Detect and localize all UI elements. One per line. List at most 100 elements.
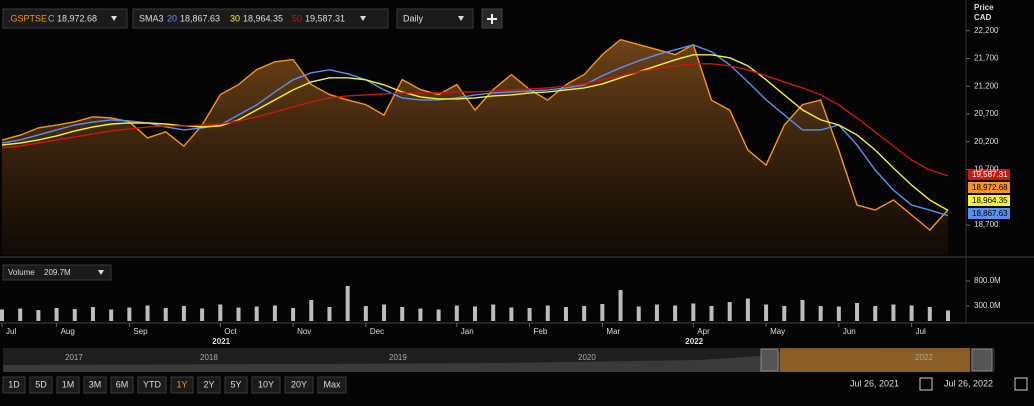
volume-box[interactable] bbox=[2, 264, 112, 281]
indicator-value: 18,867.63 bbox=[180, 13, 220, 23]
dropdown-arrow[interactable] bbox=[111, 16, 117, 21]
last-value: 19,587.31 bbox=[972, 170, 1008, 179]
last-value: 18,867.63 bbox=[972, 209, 1008, 218]
y-tick-label: 300.0M bbox=[974, 301, 1001, 310]
range-button-label: 1Y bbox=[176, 379, 187, 389]
y-tick-label: 22,200 bbox=[974, 26, 999, 35]
volume-bar bbox=[90, 307, 95, 321]
range-button-label: 1M bbox=[62, 379, 75, 389]
last-value: 18,972.68 bbox=[972, 183, 1008, 192]
volume-bar bbox=[673, 305, 678, 321]
x-year-label: 2022 bbox=[685, 337, 703, 346]
date-from: Jul 26, 2021 bbox=[850, 378, 899, 388]
navigator-selection[interactable] bbox=[780, 348, 970, 372]
range-button[interactable] bbox=[197, 376, 221, 394]
y-tick-label: 20,700 bbox=[974, 109, 999, 118]
period: 50 bbox=[292, 13, 302, 23]
navigator-year: 2018 bbox=[200, 353, 218, 362]
volume-bar bbox=[946, 310, 950, 321]
volume-bar bbox=[873, 306, 878, 321]
dropdown-arrow[interactable] bbox=[360, 16, 366, 21]
navigator-handle[interactable] bbox=[971, 348, 993, 372]
volume-bar bbox=[654, 304, 659, 321]
volume-bar bbox=[327, 307, 332, 321]
x-tick-label: Jul bbox=[6, 327, 16, 336]
volume-bar bbox=[764, 304, 769, 321]
volume-bar bbox=[545, 305, 550, 321]
volume-bar bbox=[18, 308, 23, 321]
range-button[interactable] bbox=[251, 376, 281, 394]
range-button[interactable] bbox=[2, 376, 26, 394]
dropdown-arrow[interactable] bbox=[458, 16, 464, 21]
range-button[interactable] bbox=[170, 376, 194, 394]
volume-bar bbox=[0, 309, 4, 321]
volume-bar bbox=[200, 308, 205, 321]
period: 20 bbox=[167, 13, 177, 23]
navigator-handle[interactable] bbox=[760, 348, 779, 372]
volume-bar bbox=[745, 298, 750, 321]
volume-bar bbox=[163, 308, 168, 321]
navigator-year: 2020 bbox=[578, 353, 596, 362]
range-button[interactable] bbox=[56, 376, 80, 394]
x-tick-label: Nov bbox=[297, 327, 311, 336]
y-tick-label: 18,700 bbox=[974, 220, 999, 229]
volume-bar bbox=[600, 304, 605, 321]
price-line bbox=[1, 38, 949, 231]
volume-bar bbox=[109, 309, 114, 321]
navigator-year: 2017 bbox=[65, 353, 83, 362]
volume-bar bbox=[454, 305, 459, 321]
range-button[interactable] bbox=[284, 376, 314, 394]
volume-bar bbox=[800, 300, 805, 321]
interval-box[interactable] bbox=[396, 8, 474, 29]
range-button[interactable] bbox=[29, 376, 53, 394]
volume-bar bbox=[254, 306, 259, 321]
plus-icon bbox=[487, 14, 497, 24]
volume-bar bbox=[272, 305, 277, 321]
volume-bar bbox=[891, 304, 896, 321]
range-button-label: 6M bbox=[116, 379, 129, 389]
volume-bar bbox=[309, 300, 314, 321]
volume-value: 209.7M bbox=[44, 268, 71, 277]
indicator-box[interactable] bbox=[132, 8, 389, 29]
volume-bar bbox=[618, 290, 623, 321]
last-value-box bbox=[968, 195, 1010, 206]
range-button-label: 5D bbox=[35, 379, 47, 389]
volume-bar bbox=[691, 303, 696, 321]
volume-bar bbox=[709, 306, 714, 321]
x-tick-label: Mar bbox=[606, 327, 620, 336]
sma-line bbox=[1, 63, 949, 177]
range-button-label: Max bbox=[323, 379, 341, 389]
calendar-icon[interactable] bbox=[919, 377, 933, 391]
y-tick-label: 21,200 bbox=[974, 81, 999, 90]
range-button[interactable] bbox=[317, 376, 347, 394]
volume-bar bbox=[509, 307, 514, 321]
x-tick-label: Feb bbox=[534, 327, 548, 336]
period: 30 bbox=[230, 13, 240, 23]
range-button-label: 1D bbox=[8, 379, 20, 389]
calendar-icon[interactable] bbox=[1014, 377, 1028, 391]
y-tick-label: 19,700 bbox=[974, 165, 999, 174]
dropdown-arrow[interactable] bbox=[98, 270, 104, 275]
volume-bar bbox=[54, 308, 59, 321]
sma-line bbox=[1, 54, 949, 212]
volume-bar bbox=[727, 302, 732, 321]
volume-bar bbox=[473, 306, 477, 321]
last-value-box bbox=[968, 208, 1010, 219]
range-button[interactable] bbox=[224, 376, 248, 394]
volume-bar bbox=[127, 307, 132, 321]
volume-bar bbox=[400, 307, 405, 321]
symbol-box[interactable] bbox=[2, 8, 128, 29]
range-button[interactable] bbox=[110, 376, 134, 394]
navigator-years: 2017 2018 2019 2020 2022 bbox=[65, 353, 933, 362]
indicator-value: 19,587.31 bbox=[305, 13, 345, 23]
volume-bar bbox=[363, 306, 368, 321]
last-value-box bbox=[968, 182, 1010, 193]
volume-bar bbox=[181, 306, 186, 321]
x-tick-label: Jun bbox=[843, 327, 856, 336]
y-tick-label: 20,200 bbox=[974, 137, 999, 146]
x-year-label: 2021 bbox=[212, 337, 230, 346]
x-tick-label: Sep bbox=[133, 327, 148, 336]
navigator-silhouette bbox=[3, 350, 970, 372]
range-button[interactable] bbox=[83, 376, 107, 394]
range-button[interactable] bbox=[137, 376, 167, 394]
